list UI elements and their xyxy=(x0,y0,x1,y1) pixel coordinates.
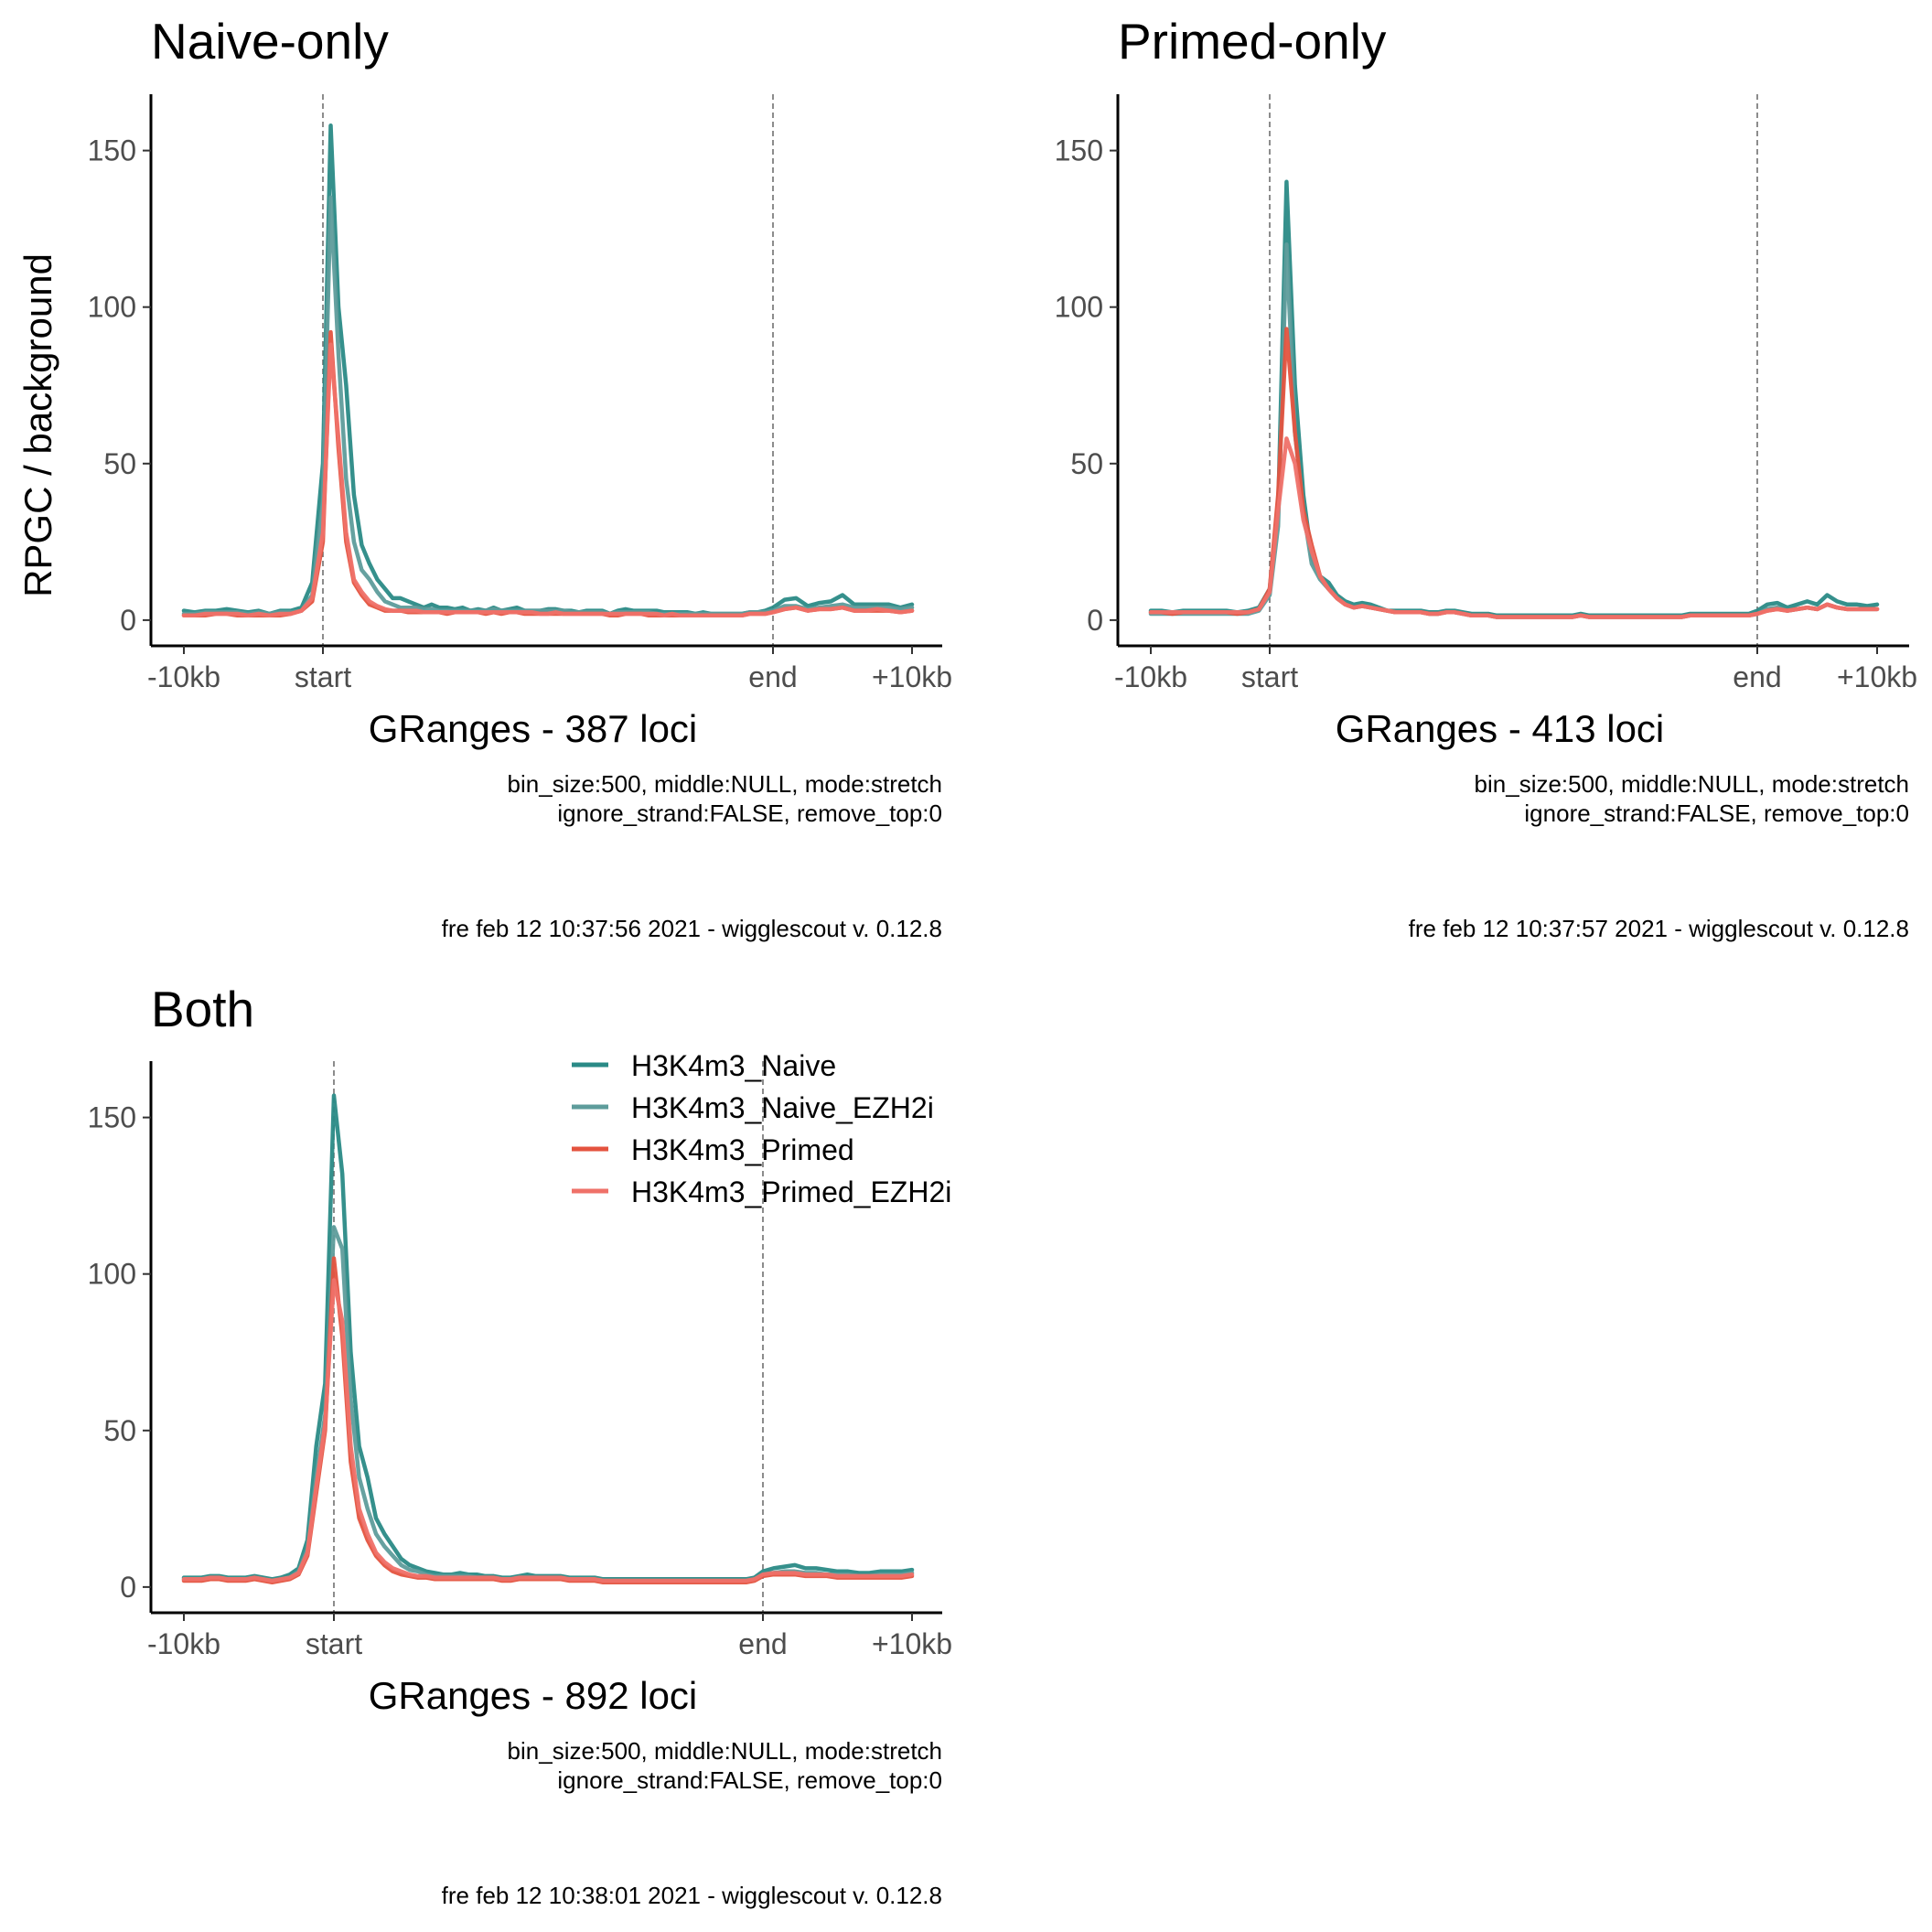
x-tick-label: +10kb xyxy=(1837,660,1917,693)
series-line-H3K4m3_Primed_EZH2i xyxy=(181,1278,915,1583)
y-tick-label: 100 xyxy=(1055,291,1103,324)
caption-line: ignore_strand:FALSE, remove_top:0 xyxy=(557,800,942,827)
x-tick-label: start xyxy=(306,1627,362,1660)
legend: H3K4m3_Naive H3K4m3_Naive_EZH2i H3K4m3_Pri… xyxy=(572,1049,951,1208)
x-tick-label: start xyxy=(295,660,351,693)
x-axis-title: GRanges - 387 loci xyxy=(369,707,698,750)
series-line-H3K4m3_Primed_EZH2i xyxy=(181,342,915,618)
y-tick-label: 150 xyxy=(88,1101,136,1134)
x-tick-label: +10kb xyxy=(872,1627,952,1660)
panel-1: Naive-only 0 50 100 150 -10kb start end +10kb GRa… xyxy=(88,13,952,942)
legend-label: H3K4m3_Naive xyxy=(631,1049,836,1082)
y-tick-label: 50 xyxy=(103,1414,136,1447)
caption-line: bin_size:500, middle:NULL, mode:stretch xyxy=(1475,770,1909,798)
caption-line: ignore_strand:FALSE, remove_top:0 xyxy=(557,1766,942,1794)
caption-line: bin_size:500, middle:NULL, mode:stretch xyxy=(508,1737,942,1765)
y-tick-label: 0 xyxy=(120,604,136,637)
x-tick-label: -10kb xyxy=(1114,660,1187,693)
series-line-H3K4m3_Naive xyxy=(1148,179,1880,618)
y-tick-label: 0 xyxy=(1087,604,1103,637)
y-tick-label: 100 xyxy=(88,291,136,324)
timestamp: fre feb 12 10:38:01 2021 - wigglescout v… xyxy=(442,1882,942,1909)
y-axis-title: RPGC / background xyxy=(16,253,59,597)
x-tick-label: end xyxy=(1733,660,1781,693)
series-line-H3K4m3_Primed_EZH2i xyxy=(1148,436,1880,619)
series-line-H3K4m3_Naive xyxy=(181,1093,915,1582)
series-line-H3K4m3_Naive_EZH2i xyxy=(181,195,915,617)
timestamp: fre feb 12 10:37:56 2021 - wigglescout v… xyxy=(442,915,942,942)
x-tick-label: start xyxy=(1241,660,1298,693)
y-tick-label: 0 xyxy=(120,1571,136,1604)
legend-label: H3K4m3_Naive_EZH2i xyxy=(631,1091,934,1124)
panels: Naive-only 0 50 100 150 -10kb start end +10kb GRa… xyxy=(88,13,1917,1909)
timestamp: fre feb 12 10:37:57 2021 - wigglescout v… xyxy=(1409,915,1909,942)
series-line-H3K4m3_Naive_EZH2i xyxy=(1148,242,1880,619)
panel-title: Primed-only xyxy=(1118,13,1387,70)
series-line-H3K4m3_Naive xyxy=(181,123,915,617)
x-tick-label: -10kb xyxy=(147,1627,220,1660)
series-line-H3K4m3_Naive_EZH2i xyxy=(181,1225,915,1583)
x-tick-label: +10kb xyxy=(872,660,952,693)
panel-title: Naive-only xyxy=(151,13,389,70)
y-tick-label: 50 xyxy=(1070,447,1103,480)
x-tick-label: end xyxy=(748,660,797,693)
y-tick-label: 150 xyxy=(1055,134,1103,167)
y-tick-label: 50 xyxy=(103,447,136,480)
caption-line: bin_size:500, middle:NULL, mode:stretch xyxy=(508,770,942,798)
series-line-H3K4m3_Primed xyxy=(181,329,915,618)
series-line-H3K4m3_Primed xyxy=(1148,327,1880,619)
x-axis-title: GRanges - 413 loci xyxy=(1336,707,1665,750)
panel-3: Both 0 50 100 150 -10kb start end +10kb GRanges -… xyxy=(88,981,952,1909)
panel-title: Both xyxy=(151,981,254,1037)
x-tick-label: -10kb xyxy=(147,660,220,693)
series-line-H3K4m3_Primed xyxy=(181,1256,915,1585)
x-tick-label: end xyxy=(738,1627,787,1660)
y-tick-label: 100 xyxy=(88,1258,136,1291)
legend-label: H3K4m3_Primed_EZH2i xyxy=(631,1175,951,1208)
panel-2: Primed-only 0 50 100 150 -10kb start end +10kb GR… xyxy=(1055,13,1917,942)
legend-label: H3K4m3_Primed xyxy=(631,1133,854,1166)
y-tick-label: 150 xyxy=(88,134,136,167)
x-axis-title: GRanges - 892 loci xyxy=(369,1674,698,1717)
caption-line: ignore_strand:FALSE, remove_top:0 xyxy=(1524,800,1909,827)
